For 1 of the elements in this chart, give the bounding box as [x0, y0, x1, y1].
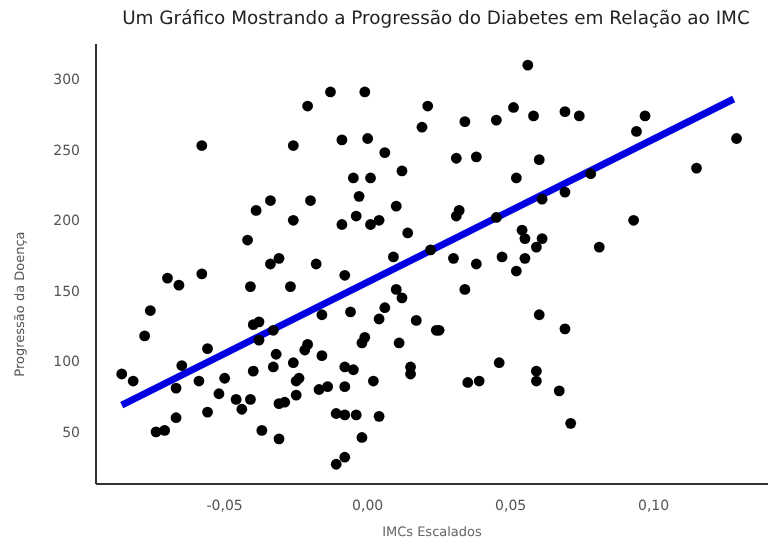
chart-title: Um Gráfico Mostrando a Progressão do Diabetes em Relação ao IMC	[120, 8, 752, 30]
